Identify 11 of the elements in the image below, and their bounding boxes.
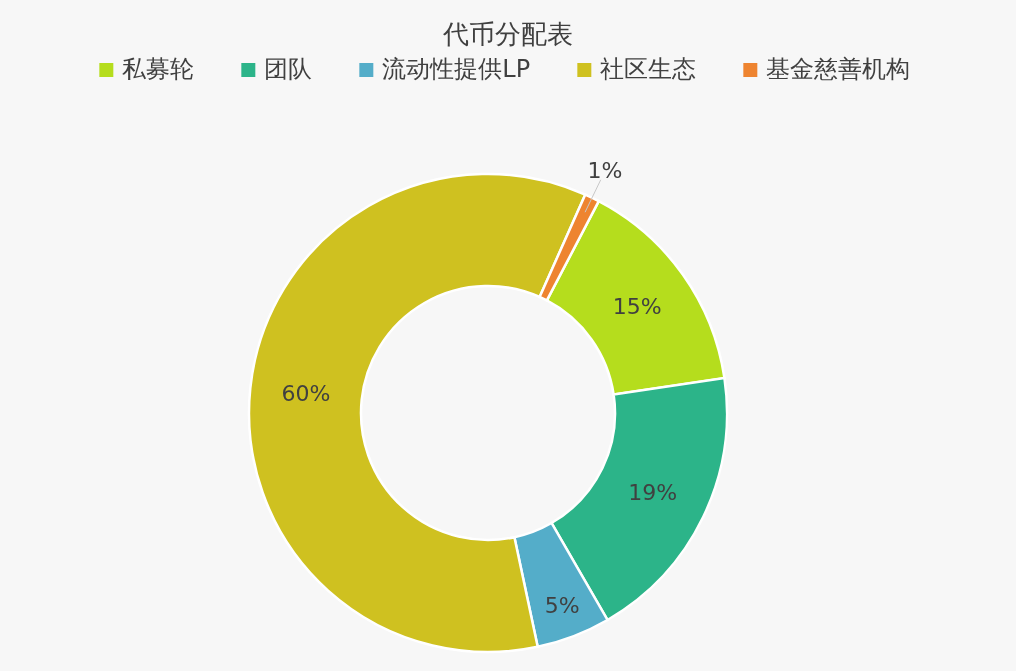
data-label: 5% [544, 593, 580, 619]
chart-title: 代币分配表 [442, 19, 573, 49]
data-label: 15% [612, 293, 662, 319]
data-label: 19% [628, 479, 678, 505]
legend-label: 社区生态 [600, 55, 697, 83]
legend-label: 团队 [264, 55, 313, 83]
data-label: 1% [587, 157, 623, 183]
legend-label: 流动性提供LP [382, 55, 531, 83]
legend-label: 私募轮 [122, 55, 195, 83]
legend-label: 基金慈善机构 [766, 55, 911, 83]
data-label: 60% [281, 380, 331, 406]
